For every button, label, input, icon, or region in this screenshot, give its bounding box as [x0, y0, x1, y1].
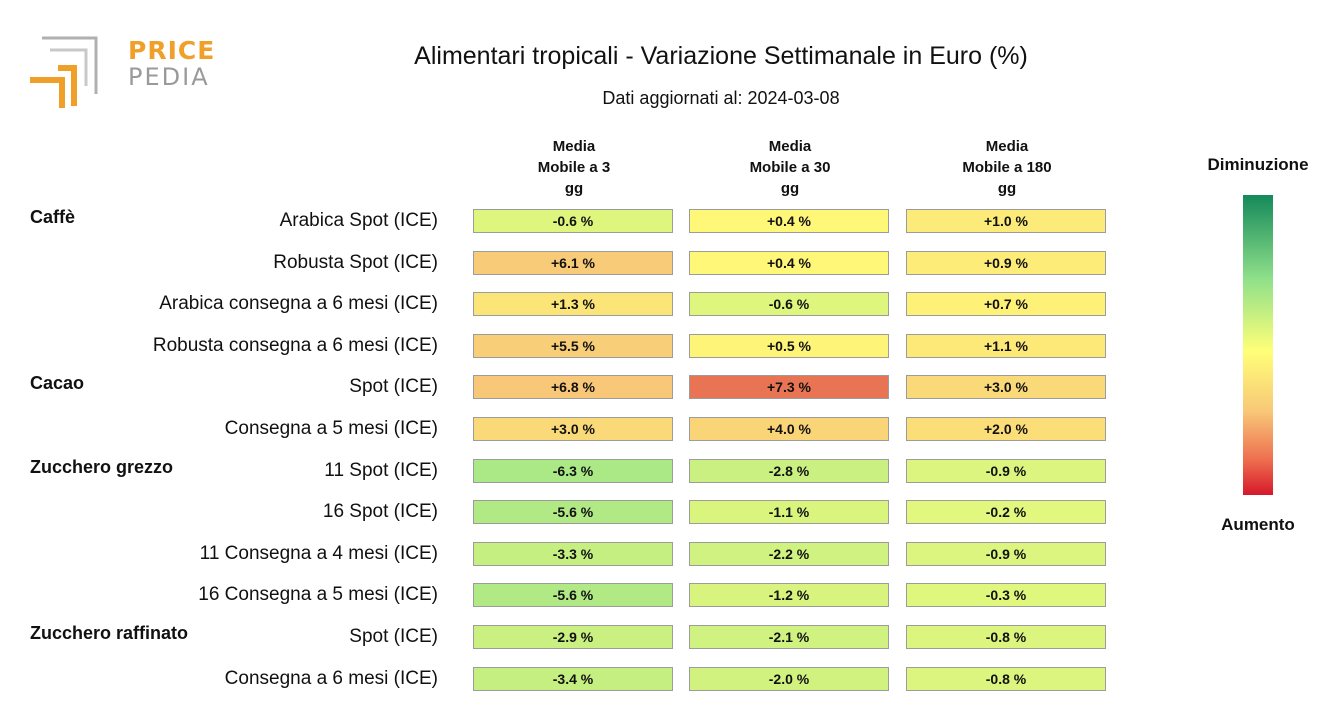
column-header-line: Media: [768, 138, 812, 155]
column-header-line: Mobile a 180: [962, 159, 1052, 176]
row-label: Spot (ICE): [349, 626, 438, 647]
column-header-line: Mobile a 3: [537, 159, 611, 176]
column-header-line: Media: [552, 138, 596, 155]
heatmap-cell: -0.6 %: [689, 292, 889, 317]
heatmap-cell: -2.0 %: [689, 666, 889, 691]
heatmap-cell: -0.2 %: [906, 500, 1106, 525]
group-label: Caffè: [30, 207, 76, 227]
heatmap-cell: +6.1 %: [473, 250, 673, 275]
column-header-line: gg: [780, 180, 800, 197]
heatmap-cell: -1.1 %: [689, 500, 889, 525]
legend-color-scale: [1243, 195, 1273, 495]
heatmap-cell: +1.3 %: [473, 292, 673, 317]
heatmap-cell: +0.4 %: [689, 209, 889, 233]
column-header-line: gg: [997, 180, 1017, 197]
heatmap-cell: -0.9 %: [906, 541, 1106, 566]
row-label: Arabica consegna a 6 mesi (ICE): [159, 293, 438, 315]
column-header-line: gg: [564, 180, 584, 197]
heatmap-cell: +0.4 %: [689, 250, 889, 275]
legend-top-label: Diminuzione: [1207, 155, 1309, 174]
heatmap-cell: -3.3 %: [473, 541, 673, 566]
heatmap-cell: +1.0 %: [906, 209, 1106, 233]
heatmap-cell: -1.2 %: [689, 583, 889, 608]
row-label: Consegna a 6 mesi (ICE): [224, 667, 438, 689]
column-header: Media Mobile a 3 gg: [473, 136, 675, 199]
heatmap-cell: -0.8 %: [906, 666, 1106, 691]
row-label: Arabica Spot (ICE): [279, 210, 438, 231]
row-label: Consegna a 5 mesi (ICE): [224, 418, 438, 439]
heatmap-cell: +2.0 %: [906, 417, 1106, 441]
heatmap-cell: +0.7 %: [906, 292, 1106, 317]
heatmap-cell: +3.0 %: [906, 375, 1106, 400]
heatmap-cell: +5.5 %: [473, 333, 673, 358]
group-label: Zucchero grezzo: [30, 456, 174, 477]
heatmap-cell: +1.1 %: [906, 333, 1106, 358]
heatmap-cell: -6.3 %: [473, 458, 673, 483]
heatmap-cell: -5.6 %: [473, 500, 673, 525]
column-header: Media Mobile a 30 gg: [689, 136, 891, 199]
heatmap-cell: -0.3 %: [906, 583, 1106, 608]
heatmap-cell: +6.8 %: [473, 375, 673, 400]
logo-text: PRICE PEDIA: [128, 36, 216, 91]
column-header-line: Mobile a 30: [749, 159, 831, 176]
heatmap-cell: -0.6 %: [473, 209, 673, 233]
chart-title: Alimentari tropicali - Variazione Settim…: [414, 42, 1028, 70]
heatmap-cell: +3.0 %: [473, 417, 673, 441]
row-label: 11 Spot (ICE): [324, 459, 438, 481]
logo-pedia-text: PEDIA: [128, 63, 210, 91]
row-label: Robusta consegna a 6 mesi (ICE): [152, 334, 438, 356]
heatmap-cell: +0.9 %: [906, 250, 1106, 275]
heatmap-cell: -3.4 %: [473, 666, 673, 691]
group-label: Zucchero raffinato: [30, 623, 189, 643]
column-header-line: Media: [985, 138, 1029, 155]
heatmap-cell: -5.6 %: [473, 583, 673, 608]
group-label: Cacao: [30, 373, 85, 394]
pricepedia-logo: PRICE PEDIA: [28, 36, 214, 110]
heatmap-cell: -2.9 %: [473, 625, 673, 649]
column-header: Media Mobile a 180 gg: [906, 136, 1108, 199]
heatmap-cell: -0.9 %: [906, 458, 1106, 483]
heatmap-cell: -2.2 %: [689, 541, 889, 566]
row-label: Robusta Spot (ICE): [273, 251, 438, 273]
heatmap-cell: -2.8 %: [689, 458, 889, 483]
row-label: 11 Consegna a 4 mesi (ICE): [199, 542, 438, 564]
row-label: 16 Spot (ICE): [322, 501, 438, 523]
heatmap-cell: -2.1 %: [689, 625, 889, 649]
heatmap-cell: +0.5 %: [689, 333, 889, 358]
legend-bottom-label: Aumento: [1221, 515, 1295, 534]
row-label: 16 Consegna a 5 mesi (ICE): [198, 584, 438, 606]
heatmap-cell: +7.3 %: [689, 375, 889, 400]
row-label: Spot (ICE): [349, 376, 438, 398]
heatmap-cell: +4.0 %: [689, 417, 889, 441]
chart-subtitle: Dati aggiornati al: 2024-03-08: [602, 88, 840, 108]
logo-mark-icon: [30, 36, 98, 108]
logo-price-text: PRICE: [128, 36, 216, 65]
heatmap-cell: -0.8 %: [906, 625, 1106, 649]
